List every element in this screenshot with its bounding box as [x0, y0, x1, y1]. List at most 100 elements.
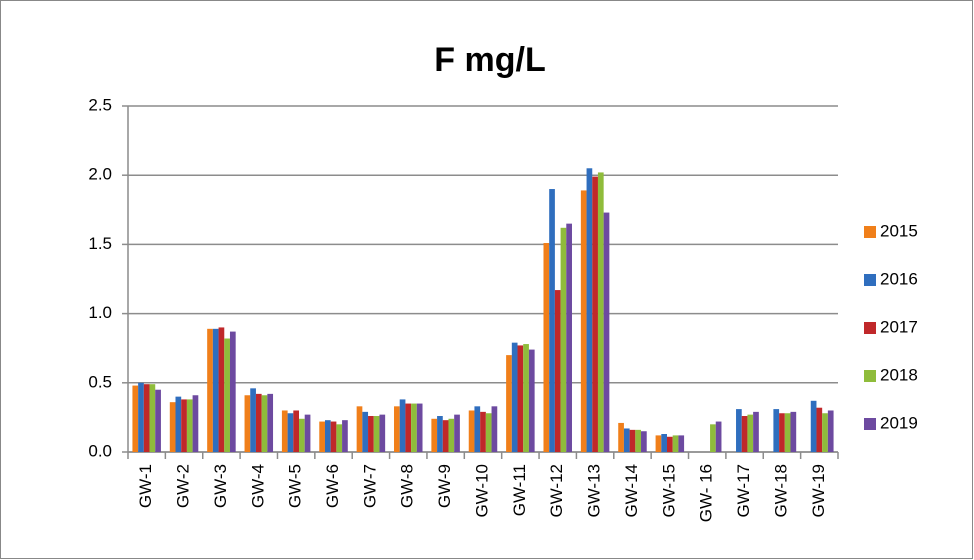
x-tick-label: GW-19: [809, 464, 828, 518]
bar: [629, 429, 636, 452]
bar: [566, 223, 572, 452]
y-tick-label: 1.5: [88, 234, 112, 253]
bar: [523, 344, 529, 452]
legend-swatch: [864, 274, 876, 286]
bar: [399, 399, 406, 452]
bar: [618, 422, 624, 452]
bar: [299, 418, 305, 452]
bar: [779, 413, 785, 452]
bar: [784, 413, 791, 452]
bar: [132, 385, 139, 452]
bar: [747, 414, 754, 452]
bar: [373, 416, 380, 452]
bar: [543, 243, 550, 452]
bar: [192, 395, 199, 452]
bar: [666, 436, 673, 452]
bar: [149, 384, 156, 452]
bar: [379, 414, 386, 452]
x-tick-label: GW-7: [360, 464, 379, 508]
bar: [741, 416, 748, 452]
legend-label: 2016: [880, 269, 918, 288]
bar: [822, 413, 828, 452]
bar: [485, 413, 492, 452]
bar: [474, 406, 481, 452]
bar: [267, 393, 274, 452]
x-tick-label: GW-14: [622, 464, 641, 518]
x-tick-label: GW-9: [435, 464, 454, 508]
legend-label: 2015: [880, 221, 918, 240]
bar: [255, 393, 262, 452]
bar: [207, 328, 213, 452]
bar: [143, 384, 150, 452]
bar: [753, 411, 759, 452]
bar: [641, 431, 647, 452]
bar: [181, 399, 187, 452]
bar: [244, 395, 251, 452]
y-tick-label: 0.5: [88, 372, 112, 391]
bar: [511, 342, 518, 452]
y-tick-label: 0.0: [88, 441, 112, 460]
bar: [155, 389, 161, 452]
bar: [603, 212, 610, 452]
bar: [592, 176, 598, 453]
bar: [437, 416, 443, 452]
x-tick-label: GW-13: [585, 464, 604, 518]
x-tick-label: GW-1: [136, 464, 155, 508]
legend-label: 2019: [880, 413, 918, 432]
bar: [454, 414, 460, 452]
bar: [394, 406, 400, 452]
x-tick-label: GW- 16: [697, 464, 716, 522]
bar: [580, 190, 587, 452]
bar: [342, 420, 348, 452]
x-tick-label: GW-10: [472, 464, 491, 518]
bar: [661, 434, 667, 452]
bar: [491, 406, 498, 452]
y-tick-label: 1.0: [88, 303, 112, 322]
x-tick-label: GW-12: [547, 464, 566, 518]
bar: [655, 435, 662, 452]
x-tick-label: GW-17: [734, 464, 753, 518]
bar: [324, 420, 331, 452]
bar: [710, 424, 716, 452]
bar: [528, 349, 535, 452]
bar: [678, 435, 685, 452]
bar: [468, 410, 475, 452]
x-tick-label: GW-3: [211, 464, 230, 508]
bar: [790, 411, 797, 452]
bar: [672, 435, 679, 452]
bar: [431, 418, 438, 452]
bar: [287, 413, 294, 452]
legend-swatch: [864, 418, 876, 430]
x-tick-label: GW-18: [771, 464, 790, 518]
legend-swatch: [864, 322, 876, 334]
bar: [138, 382, 144, 452]
bar: [362, 411, 369, 452]
bar: [405, 403, 412, 452]
bar: [448, 418, 455, 452]
bar: [411, 403, 417, 452]
bar: [175, 396, 182, 452]
bar: [635, 429, 642, 452]
x-tick-label: GW-8: [398, 464, 417, 508]
chart-title: F mg/L: [434, 41, 545, 79]
bar: [597, 172, 604, 452]
bar: [480, 411, 486, 452]
bar: [293, 410, 300, 452]
bar: [218, 327, 225, 452]
bar: [517, 345, 524, 452]
bar: [506, 355, 512, 452]
legend-label: 2017: [880, 317, 918, 336]
bar: [560, 227, 567, 452]
bar: [586, 168, 593, 452]
bar: [549, 189, 555, 453]
x-tick-label: GW-2: [174, 464, 193, 508]
bar: [330, 421, 337, 452]
bar: [736, 409, 742, 452]
bar: [773, 409, 780, 452]
bar: [442, 420, 449, 452]
bar: [319, 421, 325, 452]
bar: [229, 331, 236, 452]
y-tick-label: 2.5: [88, 95, 112, 114]
